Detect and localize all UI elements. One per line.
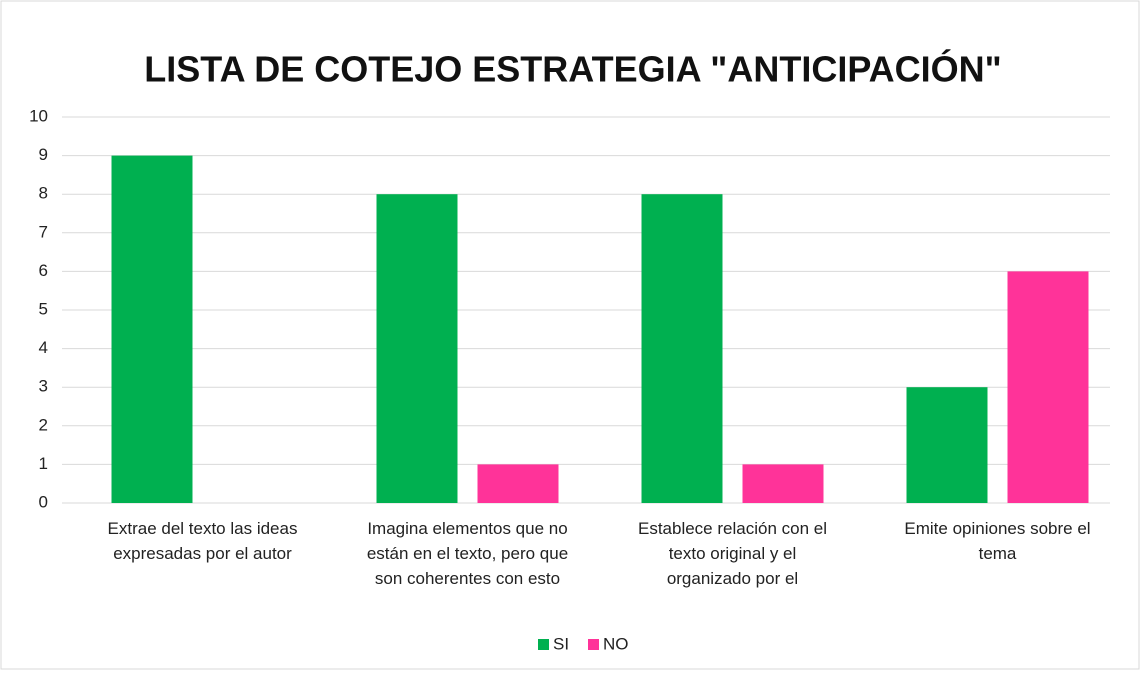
x-tick-label: Emite opiniones sobre el tema xyxy=(904,519,1090,563)
legend-swatch xyxy=(588,639,599,650)
bar xyxy=(906,387,988,503)
bar xyxy=(111,155,193,503)
bar xyxy=(376,194,458,503)
legend-label: SI xyxy=(553,634,569,653)
legend-swatch xyxy=(538,639,549,650)
bar xyxy=(742,464,824,503)
y-tick-label: 8 xyxy=(39,184,48,203)
legend-label: NO xyxy=(603,634,629,653)
x-tick-label: Imagina elementos que no están en el text… xyxy=(367,519,568,588)
y-tick-label: 4 xyxy=(39,338,48,357)
y-tick-label: 9 xyxy=(39,145,48,164)
y-tick-label: 6 xyxy=(39,261,48,280)
y-tick-label: 1 xyxy=(39,454,48,473)
chart-title: LISTA DE COTEJO ESTRATEGIA "ANTICIPACIÓN… xyxy=(144,48,1002,90)
bar xyxy=(477,464,559,503)
x-tick-label: Establece relación con el texto original … xyxy=(638,519,827,588)
y-tick-label: 7 xyxy=(39,222,48,241)
y-tick-label: 0 xyxy=(39,492,48,511)
bar xyxy=(641,194,723,503)
y-tick-label: 3 xyxy=(39,377,48,396)
x-tick-label: Extrae del texto las ideas expresadas por… xyxy=(108,519,298,563)
y-tick-label: 5 xyxy=(39,299,48,318)
y-tick-label: 10 xyxy=(29,106,48,125)
bar xyxy=(1007,271,1089,503)
y-tick-label: 2 xyxy=(39,415,48,434)
